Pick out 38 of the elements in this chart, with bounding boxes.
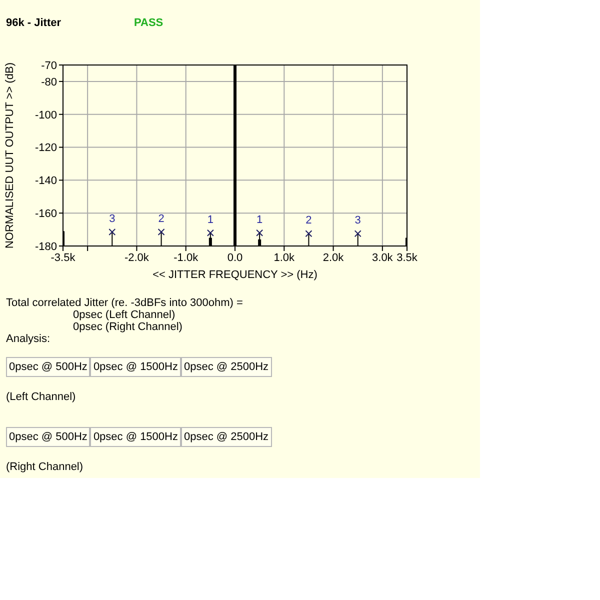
y-tick-label: -120 [34, 142, 57, 154]
text: 0psec @ 500Hz [6, 357, 90, 377]
y-tick-label: -140 [34, 175, 57, 188]
text: Total correlated Jitter (re. -3dBFs into 300ohm) = [6, 297, 244, 309]
annotation: 3 [354, 214, 361, 227]
annotation: 2 [306, 214, 312, 227]
x-tick-label: 0.0 [227, 252, 243, 264]
text: 0psec @ 2500Hz [180, 357, 272, 377]
text: Analysis: [6, 333, 52, 345]
text: 0psec (Left Channel) [72, 309, 176, 321]
text: 0psec @ 2500Hz [180, 427, 272, 447]
y-tick-label: -180 [34, 240, 57, 253]
x-tick-label: 3.5k [396, 252, 418, 264]
text: 0psec (Right Channel) [72, 321, 184, 333]
x-tick-label: -2.0k [124, 252, 150, 264]
y-tick-label: -70 [41, 60, 57, 72]
annotation: 2 [158, 213, 164, 226]
chart-title: 96k - Jitter [6, 17, 62, 29]
text: 0psec @ 500Hz [6, 427, 90, 447]
text: 0psec @ 1500Hz [90, 357, 181, 377]
annotation: 3 [109, 213, 116, 226]
text: 0psec @ 1500Hz [90, 427, 181, 447]
annotation: 1 [207, 214, 214, 226]
text: (Right Channel) [6, 461, 84, 473]
y-tick-label: -100 [34, 109, 57, 122]
y-tick-label: -80 [41, 76, 57, 88]
x-tick-label: 3.0k [372, 252, 394, 264]
bar [208, 238, 212, 246]
y-axis-title: NORMALISED UUT OUTPUT >> (dB) [4, 62, 16, 249]
x-tick-label: 2.0k [322, 252, 344, 264]
text: (Left Channel) [6, 391, 77, 403]
y-tick-label: -160 [34, 208, 57, 220]
x-tick-label: -1.0k [174, 252, 199, 264]
chart-subtitle: PASS [134, 17, 164, 29]
x-tick-label: 1.0k [274, 252, 296, 264]
x-tick-label: -3.5k [50, 252, 76, 264]
x-axis-title: << JITTER FREQUENCY >> (Hz) [152, 269, 318, 281]
annotation: 1 [256, 214, 263, 226]
